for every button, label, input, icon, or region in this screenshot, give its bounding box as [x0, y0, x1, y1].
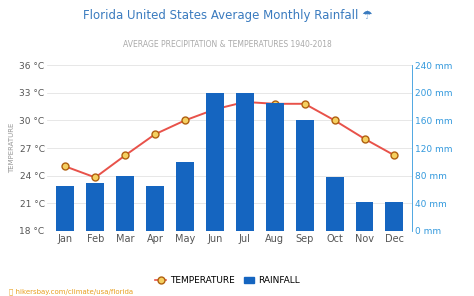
- Bar: [86, 183, 104, 231]
- Text: Florida United States Average Monthly Rainfall ☂: Florida United States Average Monthly Ra…: [82, 9, 373, 22]
- Bar: [266, 103, 284, 231]
- Bar: [56, 186, 74, 231]
- Bar: [385, 202, 403, 231]
- Y-axis label: TEMPERATURE: TEMPERATURE: [9, 123, 15, 173]
- Bar: [116, 176, 134, 231]
- Bar: [326, 177, 344, 231]
- Legend: TEMPERATURE, RAINFALL: TEMPERATURE, RAINFALL: [152, 272, 303, 289]
- Text: 📍 hikersbay.com/climate/usa/florida: 📍 hikersbay.com/climate/usa/florida: [9, 288, 134, 295]
- Y-axis label: Precipitation: Precipitation: [472, 122, 474, 174]
- Bar: [176, 162, 194, 231]
- Text: AVERAGE PRECIPITATION & TEMPERATURES 1940-2018: AVERAGE PRECIPITATION & TEMPERATURES 194…: [123, 40, 332, 49]
- Bar: [206, 93, 224, 231]
- Bar: [146, 186, 164, 231]
- Bar: [356, 202, 374, 231]
- Bar: [296, 120, 314, 231]
- Bar: [236, 93, 254, 231]
